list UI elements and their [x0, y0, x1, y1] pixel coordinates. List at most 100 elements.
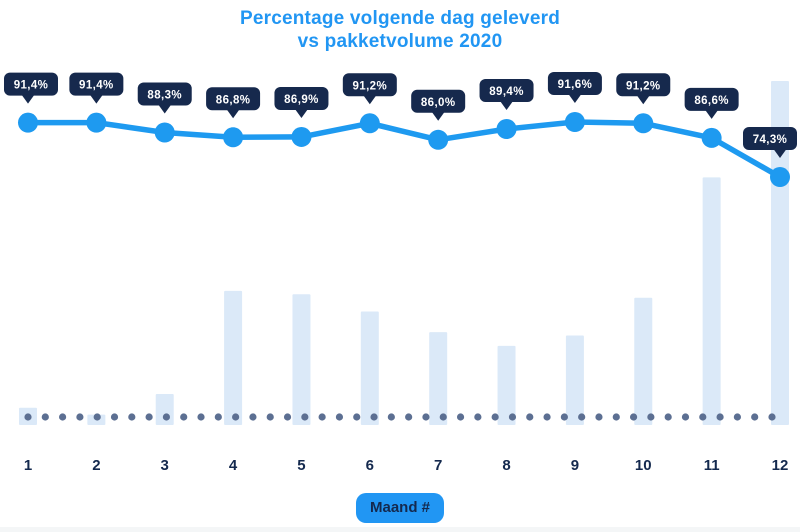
- value-badge-label: 91,4%: [79, 80, 114, 92]
- baseline-dot: [318, 413, 326, 421]
- baseline-dot: [560, 413, 568, 421]
- x-axis-labels: 1 2 3 4 5 6 7 8 9 10 11 12: [24, 457, 789, 474]
- baseline-dot: [266, 413, 274, 421]
- delivery-point-month-2: [86, 112, 107, 133]
- value-badge-label: 91,6%: [558, 79, 593, 91]
- value-badge-label: 91,4%: [14, 80, 49, 92]
- value-badge-month-2: 91,4%: [69, 72, 124, 104]
- volume-bar-month-8: [497, 345, 516, 425]
- value-badge-month-6: 91,2%: [342, 73, 397, 105]
- baseline-dot: [76, 413, 84, 421]
- baseline-dot: [768, 413, 776, 421]
- x-axis-label-9: 9: [571, 457, 579, 474]
- x-axis-title-pill: Maand #: [355, 493, 445, 523]
- baseline-dot: [491, 413, 499, 421]
- value-badge-pointer: [705, 109, 719, 119]
- chart-title-line2: vs pakketvolume 2020: [297, 31, 503, 52]
- value-badge-pointer: [568, 94, 582, 103]
- value-badges: 91,4% 91,4% 88,3% 86,8% 86,9% 91,2% 86,0% 89,4%…: [4, 72, 797, 159]
- value-badge-bubble: [69, 72, 124, 96]
- value-badge-bubble: [274, 86, 329, 110]
- delivery-point-month-6: [359, 113, 380, 134]
- x-axis-label-10: 10: [635, 457, 652, 474]
- delivery-percentage-line: [25, 119, 783, 180]
- delivery-point-month-8: [496, 118, 517, 139]
- delivery-point-month-3: [154, 122, 175, 143]
- value-badge-bubble: [4, 72, 58, 96]
- volume-bar-month-3: [155, 394, 174, 425]
- value-badge-month-11: 86,6%: [684, 87, 739, 119]
- baseline-dot: [405, 413, 413, 421]
- baseline-dot: [232, 413, 240, 421]
- baseline-dot: [353, 413, 361, 421]
- delivery-point-month-4: [223, 127, 244, 148]
- value-badge-label: 86,8%: [216, 94, 251, 106]
- value-badge-pointer: [226, 109, 240, 119]
- x-axis-label-12: 12: [772, 457, 789, 474]
- value-badge-bubble: [743, 127, 797, 151]
- value-badge-pointer: [500, 100, 514, 110]
- value-badge-month-9: 91,6%: [547, 72, 602, 103]
- value-badge-label: 91,2%: [626, 80, 661, 92]
- baseline-dot: [214, 413, 222, 421]
- delivery-point-month-12: [770, 167, 790, 188]
- value-badge-bubble: [137, 82, 192, 106]
- volume-bar-month-12: [771, 81, 789, 425]
- volume-bar-month-9: [565, 335, 584, 425]
- value-badge-month-1: 91,4%: [4, 72, 58, 104]
- baseline-dot: [526, 413, 534, 421]
- baseline-dot: [595, 413, 603, 421]
- value-badge-pointer: [636, 95, 650, 105]
- value-badge-pointer: [158, 104, 172, 114]
- baseline-dot: [180, 413, 188, 421]
- chart-title: Percentage volgende dag geleverd vs pakk…: [0, 7, 800, 53]
- value-badge-label: 74,3%: [753, 134, 788, 146]
- volume-bar-month-4: [224, 290, 243, 425]
- value-badge-label: 88,3%: [147, 89, 182, 101]
- delivery-point-month-1: [18, 112, 38, 133]
- value-badge-label: 86,0%: [421, 97, 456, 109]
- value-badge-month-10: 91,2%: [616, 73, 671, 105]
- value-badge-month-5: 86,9%: [274, 86, 329, 118]
- x-axis-label-6: 6: [366, 457, 374, 474]
- baseline-dot: [301, 413, 309, 421]
- baseline-dot: [699, 413, 707, 421]
- baseline-dot: [439, 413, 447, 421]
- baseline-dot: [508, 413, 517, 421]
- baseline-dot: [128, 413, 136, 421]
- baseline-dot: [456, 413, 465, 421]
- value-badge-pointer: [363, 95, 377, 105]
- value-badge-bubble: [206, 87, 261, 111]
- x-axis-label-2: 2: [92, 457, 100, 474]
- value-badge-pointer: [21, 94, 35, 104]
- value-badge-month-8: 89,4%: [479, 78, 534, 110]
- x-axis-label-4: 4: [229, 457, 238, 474]
- delivery-points: [18, 112, 790, 188]
- baseline-dot: [578, 413, 586, 421]
- value-badge-bubble: [616, 73, 671, 97]
- baseline-dot: [197, 413, 205, 421]
- x-axis-label-11: 11: [704, 457, 720, 474]
- delivery-point-month-5: [291, 126, 312, 147]
- value-badge-month-4: 86,8%: [206, 87, 261, 119]
- x-axis-label-1: 1: [24, 457, 32, 474]
- value-badge-pointer: [431, 111, 445, 121]
- value-badge-month-7: 86,0%: [411, 89, 466, 121]
- volume-bar-month-5: [292, 294, 311, 425]
- x-axis-label-3: 3: [161, 457, 169, 474]
- baseline-dot: [41, 413, 49, 421]
- value-badge-bubble: [684, 87, 739, 111]
- value-badge-bubble: [547, 72, 602, 95]
- baseline-dot: [612, 413, 620, 421]
- baseline-dot: [370, 413, 378, 421]
- baseline-dot: [387, 413, 395, 421]
- baseline-dot: [110, 413, 119, 421]
- value-badge-label: 91,2%: [353, 80, 388, 92]
- baseline-dot: [93, 413, 101, 421]
- baseline-dot: [24, 413, 32, 421]
- x-axis-label-7: 7: [434, 457, 442, 474]
- delivery-point-month-11: [701, 127, 722, 148]
- delivery-point-month-10: [633, 113, 654, 134]
